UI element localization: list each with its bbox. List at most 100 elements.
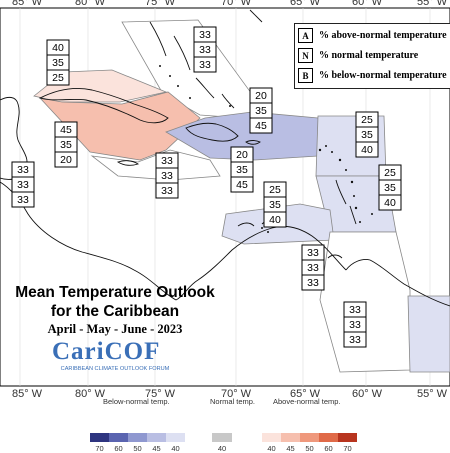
- prob-box-turks-caicos: 20 35 45: [249, 87, 273, 134]
- prob-box-abc-islands: 25 35 40: [263, 181, 287, 228]
- lon-label: 65° W: [290, 388, 321, 400]
- prob-normal: 33: [199, 44, 211, 56]
- colorbar-above: [262, 433, 357, 442]
- prob-below: 45: [255, 120, 267, 132]
- colorbar-swatch: [212, 433, 232, 442]
- legend-letter-below: B: [298, 68, 313, 83]
- lon-label: 65° W: [290, 0, 321, 8]
- prob-above: 33: [199, 29, 211, 41]
- legend-letter-above: A: [298, 28, 313, 43]
- legend-text-below: % below-normal temperature: [319, 70, 447, 81]
- prob-below: 33: [17, 194, 29, 206]
- lon-label: 70° W: [221, 388, 252, 400]
- map-title-line2: for the Caribbean: [50, 303, 180, 320]
- prob-normal: 33: [161, 170, 173, 182]
- colorbar-swatch: [90, 433, 109, 442]
- prob-below: 40: [269, 214, 281, 226]
- legend-key: A % above-normal temperature N % normal …: [294, 23, 450, 89]
- prob-above: 20: [255, 90, 267, 102]
- colorbar-tick-label: 45: [286, 444, 295, 453]
- colorbar-tick-label: 60: [324, 444, 333, 453]
- colorbar-swatch: [281, 433, 300, 442]
- lon-label: 60° W: [352, 388, 383, 400]
- colorbar-tick-label: 40: [217, 444, 227, 453]
- prob-below: 33: [349, 334, 361, 346]
- prob-normal: 35: [384, 182, 396, 194]
- prob-above: 33: [349, 304, 361, 316]
- lon-label: 55° W: [417, 388, 448, 400]
- prob-box-guianas: 33 33 33: [343, 301, 367, 348]
- prob-box-leeward-islands: 25 35 40: [355, 111, 379, 158]
- prob-above: 45: [60, 124, 72, 136]
- colorbar-tick-label: 60: [114, 444, 123, 453]
- map-subtitle: April - May - June - 2023: [47, 322, 183, 336]
- prob-normal: 35: [361, 129, 373, 141]
- colorbar-normal: [212, 433, 232, 442]
- legend-text-normal: % normal temperature: [319, 50, 419, 61]
- legend-row-below: B % below-normal temperature: [298, 67, 447, 84]
- prob-normal: 35: [60, 139, 72, 151]
- prob-normal: 35: [236, 164, 248, 176]
- prob-above: 33: [17, 164, 29, 176]
- prob-above: 25: [269, 184, 281, 196]
- colorbar-swatch: [166, 433, 185, 442]
- lon-label: 85° W: [12, 388, 43, 400]
- prob-above: 25: [361, 114, 373, 126]
- prob-box-windward-islands: 25 35 40: [378, 164, 402, 211]
- colorbar-title-above: Above-normal temp.: [273, 397, 341, 406]
- prob-above: 33: [161, 155, 173, 167]
- prob-normal: 35: [52, 57, 64, 69]
- legend-row-above: A % above-normal temperature: [298, 27, 447, 44]
- colorbar-swatch: [147, 433, 166, 442]
- prob-below: 40: [384, 197, 396, 209]
- logo-tagline: CARIBBEAN CLIMATE OUTLOOK FORUM: [60, 366, 170, 372]
- colorbar-tick-label: 70: [95, 444, 104, 453]
- prob-box-cuba-central-east: 45 35 20: [54, 121, 78, 168]
- colorbar-below: [90, 433, 185, 442]
- logo-name: CariCOF: [52, 338, 161, 365]
- colorbar-swatch: [338, 433, 357, 442]
- colorbar-tick-label: 40: [171, 444, 180, 453]
- colorbar-swatch: [262, 433, 281, 442]
- colorbar-tick-label: 50: [305, 444, 314, 453]
- prob-normal: 33: [307, 262, 319, 274]
- legend-letter-normal: N: [298, 48, 313, 63]
- prob-box-cuba-west: 40 35 25: [46, 39, 70, 86]
- prob-box-trinidad-tobago: 33 33 33: [301, 244, 325, 291]
- map-frame: [0, 7, 450, 387]
- lon-label: 70° W: [221, 0, 252, 8]
- colorbar-swatch: [300, 433, 319, 442]
- prob-below: 33: [199, 59, 211, 71]
- prob-above: 20: [236, 149, 248, 161]
- prob-normal: 33: [17, 179, 29, 191]
- prob-above: 40: [52, 42, 64, 54]
- legend-text-above: % above-normal temperature: [319, 30, 447, 41]
- prob-below: 33: [161, 185, 173, 197]
- colorbar-tick-label: 40: [267, 444, 276, 453]
- small-islands: [159, 65, 373, 233]
- prob-normal: 35: [269, 199, 281, 211]
- longitude-labels-bottom: 85° W 80° W 75° W 70° W 65° W 60° W 55° …: [12, 388, 448, 400]
- longitude-labels-top: 85° W 80° W 75° W 70° W 65° W 60° W 55° …: [12, 0, 448, 8]
- prob-below: 45: [236, 179, 248, 191]
- prob-below: 25: [52, 72, 64, 84]
- lon-label: 80° W: [75, 388, 106, 400]
- lon-label: 75° W: [145, 388, 176, 400]
- prob-normal: 35: [255, 105, 267, 117]
- prob-above: 25: [384, 167, 396, 179]
- lon-label: 75° W: [145, 0, 176, 8]
- prob-below: 33: [307, 277, 319, 289]
- region-cuba-central-east: [38, 91, 201, 161]
- map-title-line1: Mean Temperature Outlook: [15, 284, 215, 301]
- caricof-logo: CariCOF CARIBBEAN CLIMATE OUTLOOK FORUM: [40, 338, 190, 374]
- prob-box-northwest-caribbean-belize: 33 33 33: [11, 161, 35, 208]
- colorbar-swatch: [319, 433, 338, 442]
- colorbar-tick-label: 70: [343, 444, 352, 453]
- prob-normal: 33: [349, 319, 361, 331]
- lon-label: 55° W: [417, 0, 448, 8]
- lon-label: 85° W: [12, 0, 43, 8]
- colorbar-title-below: Below-normal temp.: [103, 397, 170, 406]
- colorbar-tick-label: 45: [152, 444, 161, 453]
- legend-row-normal: N % normal temperature: [298, 47, 418, 64]
